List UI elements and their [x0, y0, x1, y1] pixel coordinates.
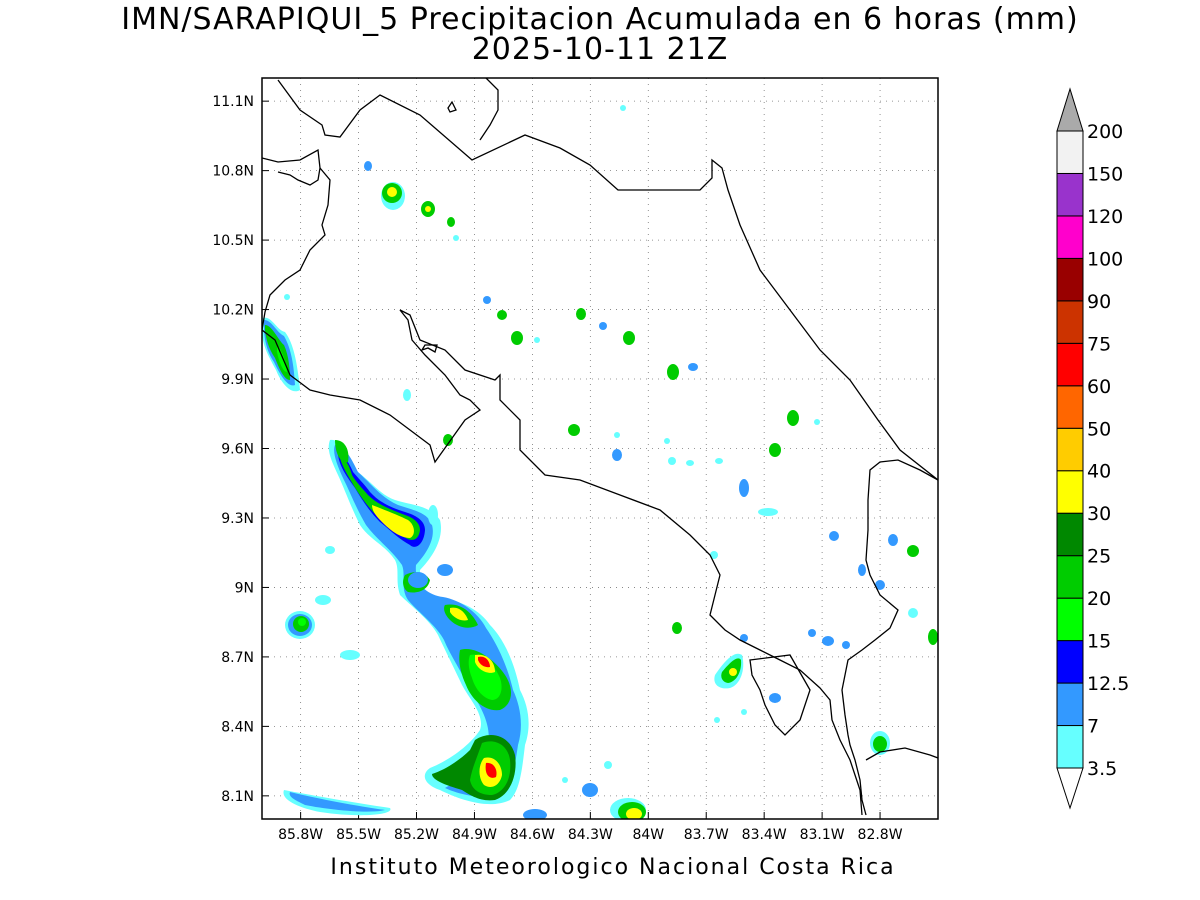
longitude-labels: 85.8W 85.5W 85.2W 84.9W 84.6W 84.3W 84W 83.7W 83…	[278, 827, 903, 843]
lat-tick-label: 9.3N	[221, 511, 254, 527]
lat-tick-label: 9.9N	[221, 372, 254, 388]
precipitation-fields	[262, 105, 938, 819]
colorbar-label: 200	[1087, 121, 1123, 143]
lon-tick-label: 85.8W	[278, 827, 323, 843]
colorbar-label: 20	[1087, 588, 1111, 610]
colorbar-label: 100	[1087, 248, 1123, 270]
lon-tick-label: 84.9W	[452, 827, 497, 843]
colorbar-swatch	[1056, 682, 1084, 727]
map-footer: Instituto Meteorologico Nacional Costa R…	[330, 855, 896, 880]
lon-tick-label: 84W	[632, 827, 664, 843]
colorbar-swatch	[1056, 512, 1084, 557]
colorbar-swatch	[1056, 640, 1084, 684]
rain-band	[328, 439, 529, 805]
colorbar-swatch	[1056, 597, 1084, 642]
map-subtitle: 2025-10-11 21Z	[471, 32, 729, 67]
lon-tick-label: 85.2W	[394, 827, 439, 843]
rain-cell	[364, 161, 372, 171]
colorbar-label: 40	[1087, 461, 1111, 483]
colorbar-swatch	[1056, 172, 1084, 217]
latitude-labels: 8.1N 8.4N 8.7N 9N 9.3N 9.6N 9.9N 10.2N 10.5N 10.8…	[212, 94, 254, 805]
colorbar-label: 7	[1087, 716, 1099, 738]
lat-tick-label: 8.4N	[221, 719, 254, 735]
colorbar-label: 120	[1087, 206, 1123, 228]
lat-tick-label: 8.7N	[221, 650, 254, 666]
colorbar-swatch	[1056, 342, 1084, 387]
map-title: IMN/SARAPIQUI_5 Precipitacion Acumulada …	[121, 2, 1079, 37]
colorbar-swatch	[1056, 300, 1084, 344]
lat-tick-label: 9.6N	[221, 442, 254, 458]
colorbar-swatch	[1056, 555, 1084, 599]
colorbar-swatch	[1056, 215, 1084, 259]
coastlines	[262, 78, 938, 816]
colorbar-label: 15	[1087, 631, 1111, 653]
colorbar-swatch	[1056, 130, 1084, 174]
colorbar-label: 90	[1087, 291, 1111, 313]
lon-tick-label: 82.8W	[858, 827, 903, 843]
colorbar-min-triangle	[1056, 767, 1084, 810]
lat-tick-label: 10.2N	[212, 303, 254, 319]
lat-tick-label: 8.1N	[221, 789, 254, 805]
lat-tick-label: 10.8N	[212, 164, 254, 180]
colorbar-swatch	[1056, 257, 1084, 302]
map-frame	[261, 77, 939, 820]
colorbar-label: 150	[1087, 163, 1123, 185]
lon-tick-label: 83.1W	[800, 827, 845, 843]
lon-tick-label: 83.7W	[684, 827, 729, 843]
colorbar-label: 3.5	[1087, 758, 1117, 780]
colorbar-label: 50	[1087, 418, 1111, 440]
lon-tick-label: 84.6W	[510, 827, 555, 843]
lon-tick-label: 84.3W	[568, 827, 613, 843]
colorbar-label: 60	[1087, 376, 1111, 398]
map-gridlines	[262, 78, 938, 819]
colorbar: 3.5 7 12.5 15 20 25 30 40 50 60 75 90 100 120 150 200	[1056, 87, 1129, 810]
colorbar-swatch	[1056, 427, 1084, 472]
lat-tick-label: 10.5N	[212, 233, 254, 249]
colorbar-swatch	[1056, 725, 1084, 769]
lat-tick-label: 11.1N	[212, 94, 254, 110]
colorbar-label: 12.5	[1087, 673, 1129, 695]
colorbar-max-triangle	[1056, 87, 1084, 132]
lon-tick-label: 85.5W	[336, 827, 381, 843]
lon-tick-label: 83.4W	[742, 827, 787, 843]
colorbar-swatch	[1056, 385, 1084, 429]
colorbar-label: 30	[1087, 503, 1111, 525]
lat-tick-label: 9N	[235, 580, 254, 596]
colorbar-label: 25	[1087, 546, 1111, 568]
colorbar-label: 75	[1087, 333, 1111, 355]
colorbar-swatch	[1056, 470, 1084, 514]
